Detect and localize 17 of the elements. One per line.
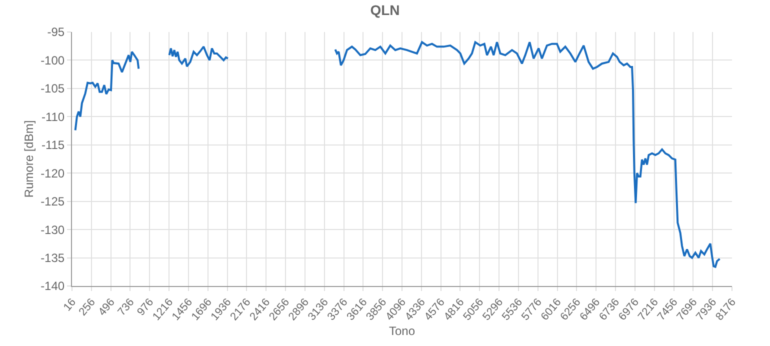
- y-tick-label: -110: [41, 110, 65, 124]
- y-tick-label: -105: [40, 82, 65, 96]
- y-tick-label: -125: [40, 194, 65, 209]
- y-axis-title: Rumore [dBm]: [22, 120, 36, 198]
- x-tick-label: 16: [61, 296, 79, 314]
- y-tick-label: -100: [40, 53, 65, 68]
- x-tick-label: 256: [76, 296, 98, 318]
- y-tick-label: -140: [40, 279, 65, 294]
- chart-title: QLN: [370, 2, 400, 18]
- y-tick-label: -120: [40, 166, 65, 180]
- y-tick-label: -95: [47, 25, 65, 40]
- y-tick-label: -130: [40, 222, 65, 237]
- y-tick-label: -135: [40, 250, 65, 265]
- y-tick-label: -115: [41, 138, 65, 152]
- x-axis-title: Tono: [388, 324, 416, 338]
- x-tick-label: 496: [96, 296, 118, 318]
- x-tick-label: 736: [116, 296, 137, 318]
